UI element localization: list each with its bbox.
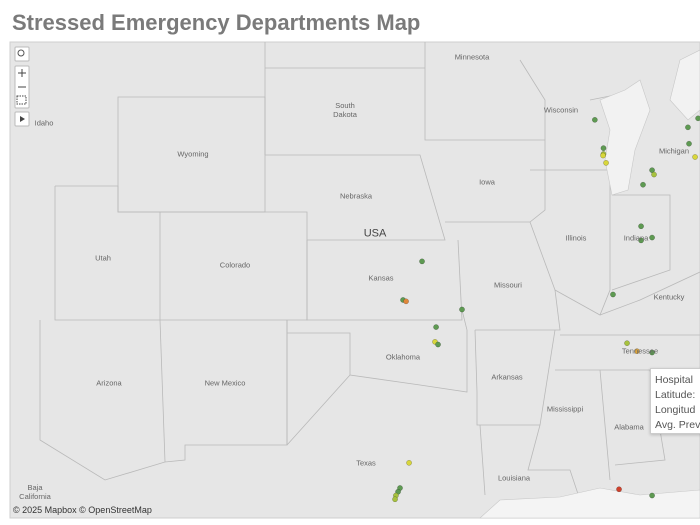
tooltip: Hospital Latitude: Longitud Avg. Prev [650, 368, 700, 434]
state-label: Kansas [368, 273, 394, 283]
hospital-point[interactable] [692, 154, 698, 160]
map-toolbar [14, 46, 30, 127]
hospital-point[interactable] [591, 116, 598, 123]
expand-icon [20, 116, 25, 122]
state-label: Baja California [19, 483, 51, 501]
hospital-point[interactable] [649, 234, 655, 241]
hospital-point[interactable] [649, 349, 655, 356]
hospital-point[interactable] [403, 298, 409, 305]
state-label: Iowa [479, 177, 495, 187]
attribution: © 2025 Mapbox © OpenStreetMap [13, 505, 152, 515]
hospital-point[interactable] [610, 291, 616, 298]
hospital-point[interactable] [406, 459, 412, 466]
hospital-point[interactable] [624, 340, 630, 347]
hospital-point[interactable] [649, 492, 655, 499]
lake-huron [669, 49, 700, 121]
hospital-point[interactable] [600, 152, 606, 159]
hospital-point[interactable] [634, 348, 640, 355]
hospital-point[interactable] [649, 167, 655, 174]
state-label: Wyoming [177, 149, 209, 159]
state-label: Indiana [623, 233, 649, 243]
hospital-point[interactable] [651, 171, 657, 178]
state-label: Nebraska [339, 191, 373, 201]
title: Stressed Emergency Departments Map [12, 10, 421, 35]
tooltip-line: Longitud [655, 404, 696, 416]
map-area [9, 41, 700, 519]
hospital-point[interactable] [686, 140, 692, 147]
state-label: Idaho [34, 118, 54, 128]
hospital-point[interactable] [419, 258, 425, 265]
hospital-point[interactable] [616, 486, 622, 493]
hospital-point[interactable] [459, 306, 465, 313]
hospital-point[interactable] [695, 115, 700, 122]
state-label: Mississippi [546, 404, 584, 414]
points [392, 115, 700, 503]
state-label: Colorado [219, 260, 251, 270]
hospital-point[interactable] [685, 124, 691, 131]
state-label: Oklahoma [385, 352, 421, 362]
state-borders [39, 42, 700, 501]
state-label: Texas [356, 458, 376, 468]
state-label: Wisconsin [543, 105, 579, 115]
state-label: Illinois [565, 233, 587, 243]
state-label: Arizona [96, 378, 122, 388]
hospital-point[interactable] [638, 237, 644, 244]
state-label: Tennessee [621, 346, 659, 356]
country-label: USA [363, 227, 387, 240]
hospital-point[interactable] [603, 160, 609, 166]
state-label: Missouri [494, 280, 522, 290]
state-label: Michigan [658, 146, 689, 156]
state-label: Minnesota [454, 52, 490, 62]
tooltip-line: Avg. Prev [655, 419, 700, 431]
search-button[interactable] [14, 46, 30, 62]
hospital-point[interactable] [433, 324, 439, 330]
hospital-point[interactable] [600, 145, 607, 151]
search-icon [17, 49, 25, 57]
hospital-point[interactable] [435, 341, 441, 348]
state-label: South Dakota [333, 101, 357, 119]
lake-michigan [599, 79, 651, 196]
zoom-in-button[interactable] [18, 69, 26, 77]
state-label: Arkansas [491, 372, 523, 382]
state-label: Alabama [614, 422, 644, 432]
hospital-point[interactable] [392, 496, 398, 503]
state-label: Utah [95, 253, 111, 263]
state-label: New Mexico [204, 378, 246, 388]
state-label: Kentucky [653, 292, 685, 302]
hospital-point[interactable] [640, 181, 646, 188]
state-label: Louisiana [497, 473, 531, 483]
tooltip-line: Hospital [655, 374, 693, 386]
select-button[interactable] [16, 95, 27, 105]
hospital-point[interactable] [638, 223, 644, 230]
tooltip-line: Latitude: [655, 389, 696, 401]
